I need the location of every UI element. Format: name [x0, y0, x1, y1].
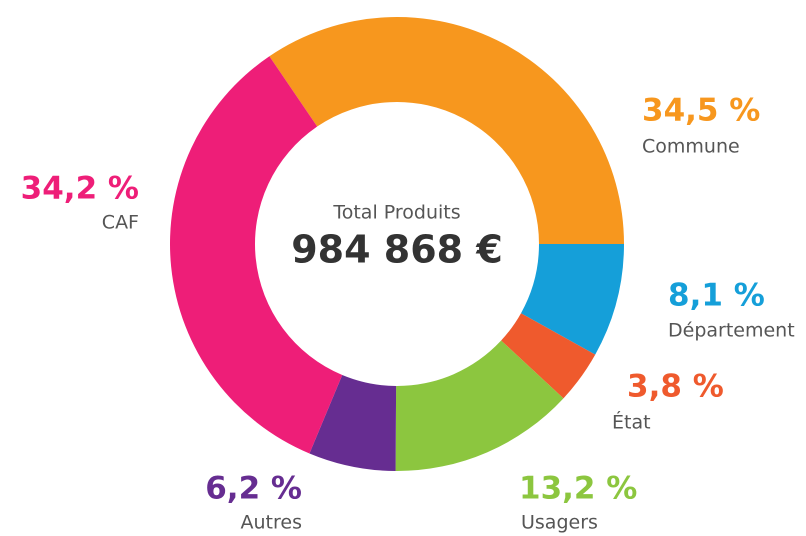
center-value: 984 868 €	[291, 228, 503, 272]
value-label: 13,2 %	[519, 471, 637, 507]
legend-label: Commune	[642, 136, 740, 158]
legend-label: État	[612, 411, 651, 434]
donut-slice	[170, 56, 343, 454]
legend-label: Département	[668, 320, 795, 342]
center-title: Total Produits	[332, 202, 460, 224]
donut-slice	[501, 313, 596, 399]
legend-label: CAF	[102, 212, 139, 234]
donut-slice	[395, 340, 564, 471]
legend-label: Autres	[241, 512, 302, 534]
value-label: 34,2 %	[21, 171, 139, 207]
legend-label: Usagers	[521, 512, 598, 534]
donut-slice	[269, 17, 624, 244]
donut-slice	[521, 244, 624, 355]
donut-slice	[309, 375, 397, 471]
value-label: 34,5 %	[642, 93, 760, 129]
value-label: 8,1 %	[668, 278, 765, 314]
slices	[170, 17, 624, 471]
value-label: 6,2 %	[205, 471, 302, 507]
value-label: 3,8 %	[627, 369, 724, 405]
